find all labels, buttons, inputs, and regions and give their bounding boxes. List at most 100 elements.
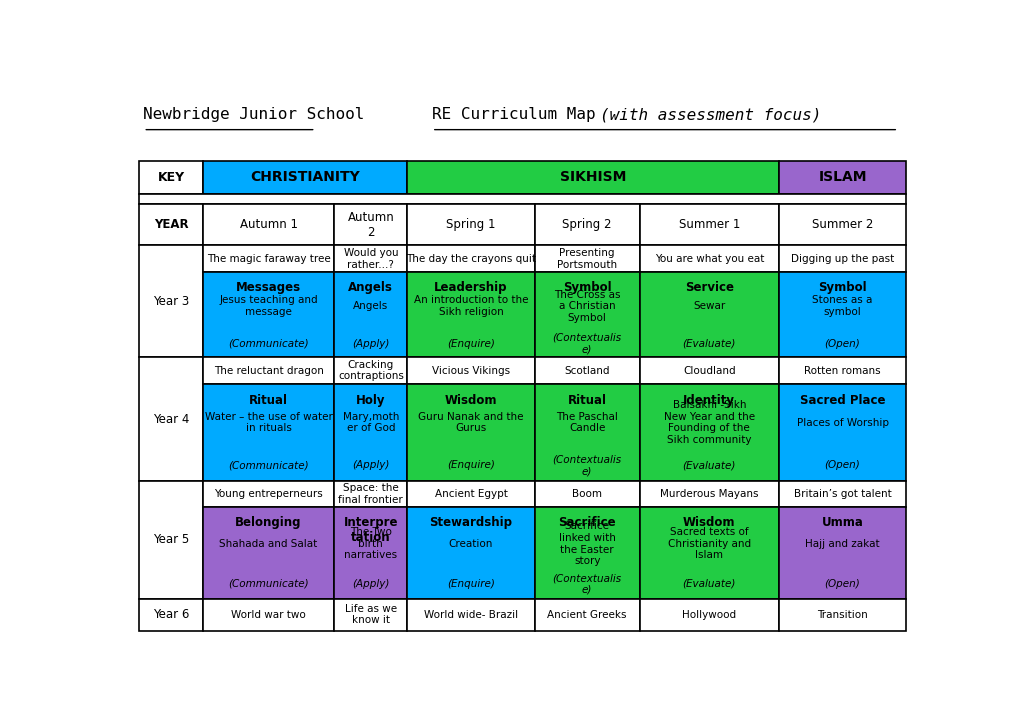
Bar: [203, 598, 334, 631]
Bar: [534, 204, 639, 246]
Text: The Paschal
Candle: The Paschal Candle: [555, 412, 618, 433]
Bar: [407, 246, 534, 272]
Text: Year 6: Year 6: [153, 608, 190, 621]
Text: Year 4: Year 4: [153, 413, 190, 426]
Bar: [203, 161, 407, 194]
Text: KEY: KEY: [158, 171, 184, 184]
Bar: [779, 481, 905, 508]
Bar: [779, 204, 905, 246]
Text: Stewardship: Stewardship: [429, 516, 512, 529]
Text: YEAR: YEAR: [154, 218, 189, 231]
Bar: [639, 204, 779, 246]
Text: Transition: Transition: [816, 610, 867, 620]
Text: (Apply): (Apply): [352, 338, 389, 348]
Bar: [779, 357, 905, 384]
Bar: [334, 204, 407, 246]
Text: World wide- Brazil: World wide- Brazil: [424, 610, 518, 620]
Bar: [534, 246, 639, 272]
Bar: [203, 481, 334, 508]
Text: Young entreperneurs: Young entreperneurs: [214, 489, 323, 499]
Text: Sacrifice: Sacrifice: [557, 516, 615, 529]
Text: Baisakhi -Sikh
New Year and the
Founding of the
Sikh community: Baisakhi -Sikh New Year and the Founding…: [663, 400, 754, 445]
Text: Digging up the past: Digging up the past: [790, 253, 894, 264]
Bar: [407, 204, 534, 246]
Text: Symbol: Symbol: [817, 281, 866, 294]
Bar: [407, 384, 534, 481]
Text: Identity: Identity: [683, 394, 735, 407]
Text: Sacred Place: Sacred Place: [799, 394, 884, 407]
Text: (Open): (Open): [823, 338, 860, 348]
Text: The reluctant dragon: The reluctant dragon: [213, 366, 323, 376]
Bar: [639, 357, 779, 384]
Bar: [334, 598, 407, 631]
Text: Summer 1: Summer 1: [678, 218, 739, 231]
Bar: [334, 246, 407, 272]
Bar: [334, 272, 407, 357]
Text: The day the crayons quit: The day the crayons quit: [406, 253, 536, 264]
Text: Belonging: Belonging: [235, 516, 302, 529]
Text: (Enquire): (Enquire): [446, 579, 494, 589]
Text: Guru Nanak and the
Gurus: Guru Nanak and the Gurus: [418, 412, 524, 433]
Text: Cracking
contraptions: Cracking contraptions: [337, 360, 404, 382]
Bar: [140, 246, 203, 357]
Bar: [407, 272, 534, 357]
Bar: [534, 598, 639, 631]
Text: World war two: World war two: [231, 610, 306, 620]
Bar: [407, 357, 534, 384]
Bar: [334, 384, 407, 481]
Bar: [407, 161, 779, 194]
Bar: [779, 161, 905, 194]
Bar: [203, 357, 334, 384]
Text: SIKHISM: SIKHISM: [559, 171, 626, 184]
Text: Wisdom: Wisdom: [444, 394, 497, 407]
Text: Water – the use of water
in rituals: Water – the use of water in rituals: [205, 412, 332, 433]
Text: (Contextualis
e): (Contextualis e): [552, 333, 622, 354]
Text: Hajj and zakat: Hajj and zakat: [804, 539, 879, 549]
Bar: [779, 508, 905, 598]
Bar: [534, 508, 639, 598]
Text: The Two
birth
narratives: The Two birth narratives: [344, 527, 397, 560]
Text: Spring 2: Spring 2: [561, 218, 611, 231]
Text: The magic faraway tree: The magic faraway tree: [207, 253, 330, 264]
Text: (Communicate): (Communicate): [228, 579, 309, 589]
Text: Shahada and Salat: Shahada and Salat: [219, 539, 318, 549]
Text: Year 5: Year 5: [153, 534, 190, 546]
Bar: [779, 246, 905, 272]
Text: Holy: Holy: [356, 394, 385, 407]
Text: CHRISTIANITY: CHRISTIANITY: [250, 171, 360, 184]
Text: (with assessment focus): (with assessment focus): [599, 107, 820, 122]
Text: (Evaluate): (Evaluate): [682, 338, 736, 348]
Text: (Enquire): (Enquire): [446, 460, 494, 470]
Bar: [534, 481, 639, 508]
Text: Sewar: Sewar: [693, 301, 725, 311]
Bar: [779, 598, 905, 631]
Text: (Apply): (Apply): [352, 460, 389, 470]
Bar: [534, 384, 639, 481]
Text: Jesus teaching and
message: Jesus teaching and message: [219, 295, 318, 317]
Text: Sacred texts of
Christianity and
Islam: Sacred texts of Christianity and Islam: [667, 527, 750, 560]
Bar: [639, 508, 779, 598]
Text: The Cross as
a Christian
Symbol: The Cross as a Christian Symbol: [553, 289, 620, 323]
Text: Sacrifice
linked with
the Easter
story: Sacrifice linked with the Easter story: [558, 521, 615, 566]
Text: Year 3: Year 3: [153, 295, 190, 308]
Text: Ritual: Ritual: [249, 394, 287, 407]
Text: Leadership: Leadership: [434, 281, 507, 294]
Text: Ancient Egypt: Ancient Egypt: [434, 489, 507, 499]
Bar: [334, 508, 407, 598]
Text: Stones as a
symbol: Stones as a symbol: [811, 295, 872, 317]
Text: Symbol: Symbol: [562, 281, 611, 294]
Text: Vicious Vikings: Vicious Vikings: [432, 366, 510, 376]
Bar: [203, 204, 334, 246]
Text: Rotten romans: Rotten romans: [803, 366, 880, 376]
Text: (Communicate): (Communicate): [228, 338, 309, 348]
Text: You are what you eat: You are what you eat: [654, 253, 763, 264]
Text: Autumn
2: Autumn 2: [347, 211, 393, 239]
Bar: [203, 246, 334, 272]
Bar: [140, 357, 203, 481]
Text: Autumn 1: Autumn 1: [239, 218, 298, 231]
Bar: [407, 598, 534, 631]
Text: Wisdom: Wisdom: [683, 516, 735, 529]
Bar: [334, 357, 407, 384]
Bar: [639, 246, 779, 272]
Text: (Open): (Open): [823, 579, 860, 589]
